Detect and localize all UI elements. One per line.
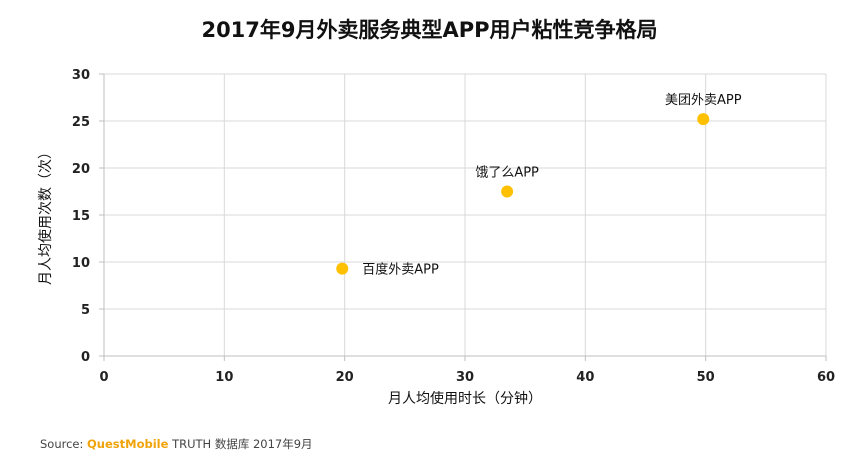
x-axis-title: 月人均使用时长（分钟） [388,390,542,407]
x-tick-label: 40 [576,370,594,385]
source-text: TRUTH 数据库 2017年9月 [172,437,313,451]
x-tick-label: 30 [456,370,474,385]
chart-title: 2017年9月外卖服务典型APP用户粘性竞争格局 [201,18,658,42]
source-note: Source: QuestMobile TRUTH 数据库 2017年9月 [40,436,313,452]
y-tick-label: 15 [72,209,90,224]
y-tick-label: 30 [72,68,90,83]
y-tick-label: 0 [81,350,90,365]
data-label: 百度外卖APP [362,262,439,278]
y-axis-title: 月人均使用次数（次） [37,145,54,285]
data-point [697,113,710,126]
source-label: Source: [40,437,84,451]
data-point [336,262,349,275]
x-tick-label: 20 [336,370,354,385]
y-tick-label: 25 [72,115,90,130]
data-label: 饿了么APP [475,166,539,181]
source-brand: QuestMobile [87,437,169,451]
data-point [501,185,514,198]
data-label: 美团外卖APP [665,93,742,108]
x-tick-label: 50 [697,370,715,385]
x-tick-label: 10 [215,370,233,385]
y-tick-label: 10 [72,256,90,271]
x-tick-label: 0 [99,370,108,385]
x-tick-label: 60 [817,370,835,385]
y-tick-label: 5 [81,303,90,318]
y-tick-label: 20 [72,162,90,177]
